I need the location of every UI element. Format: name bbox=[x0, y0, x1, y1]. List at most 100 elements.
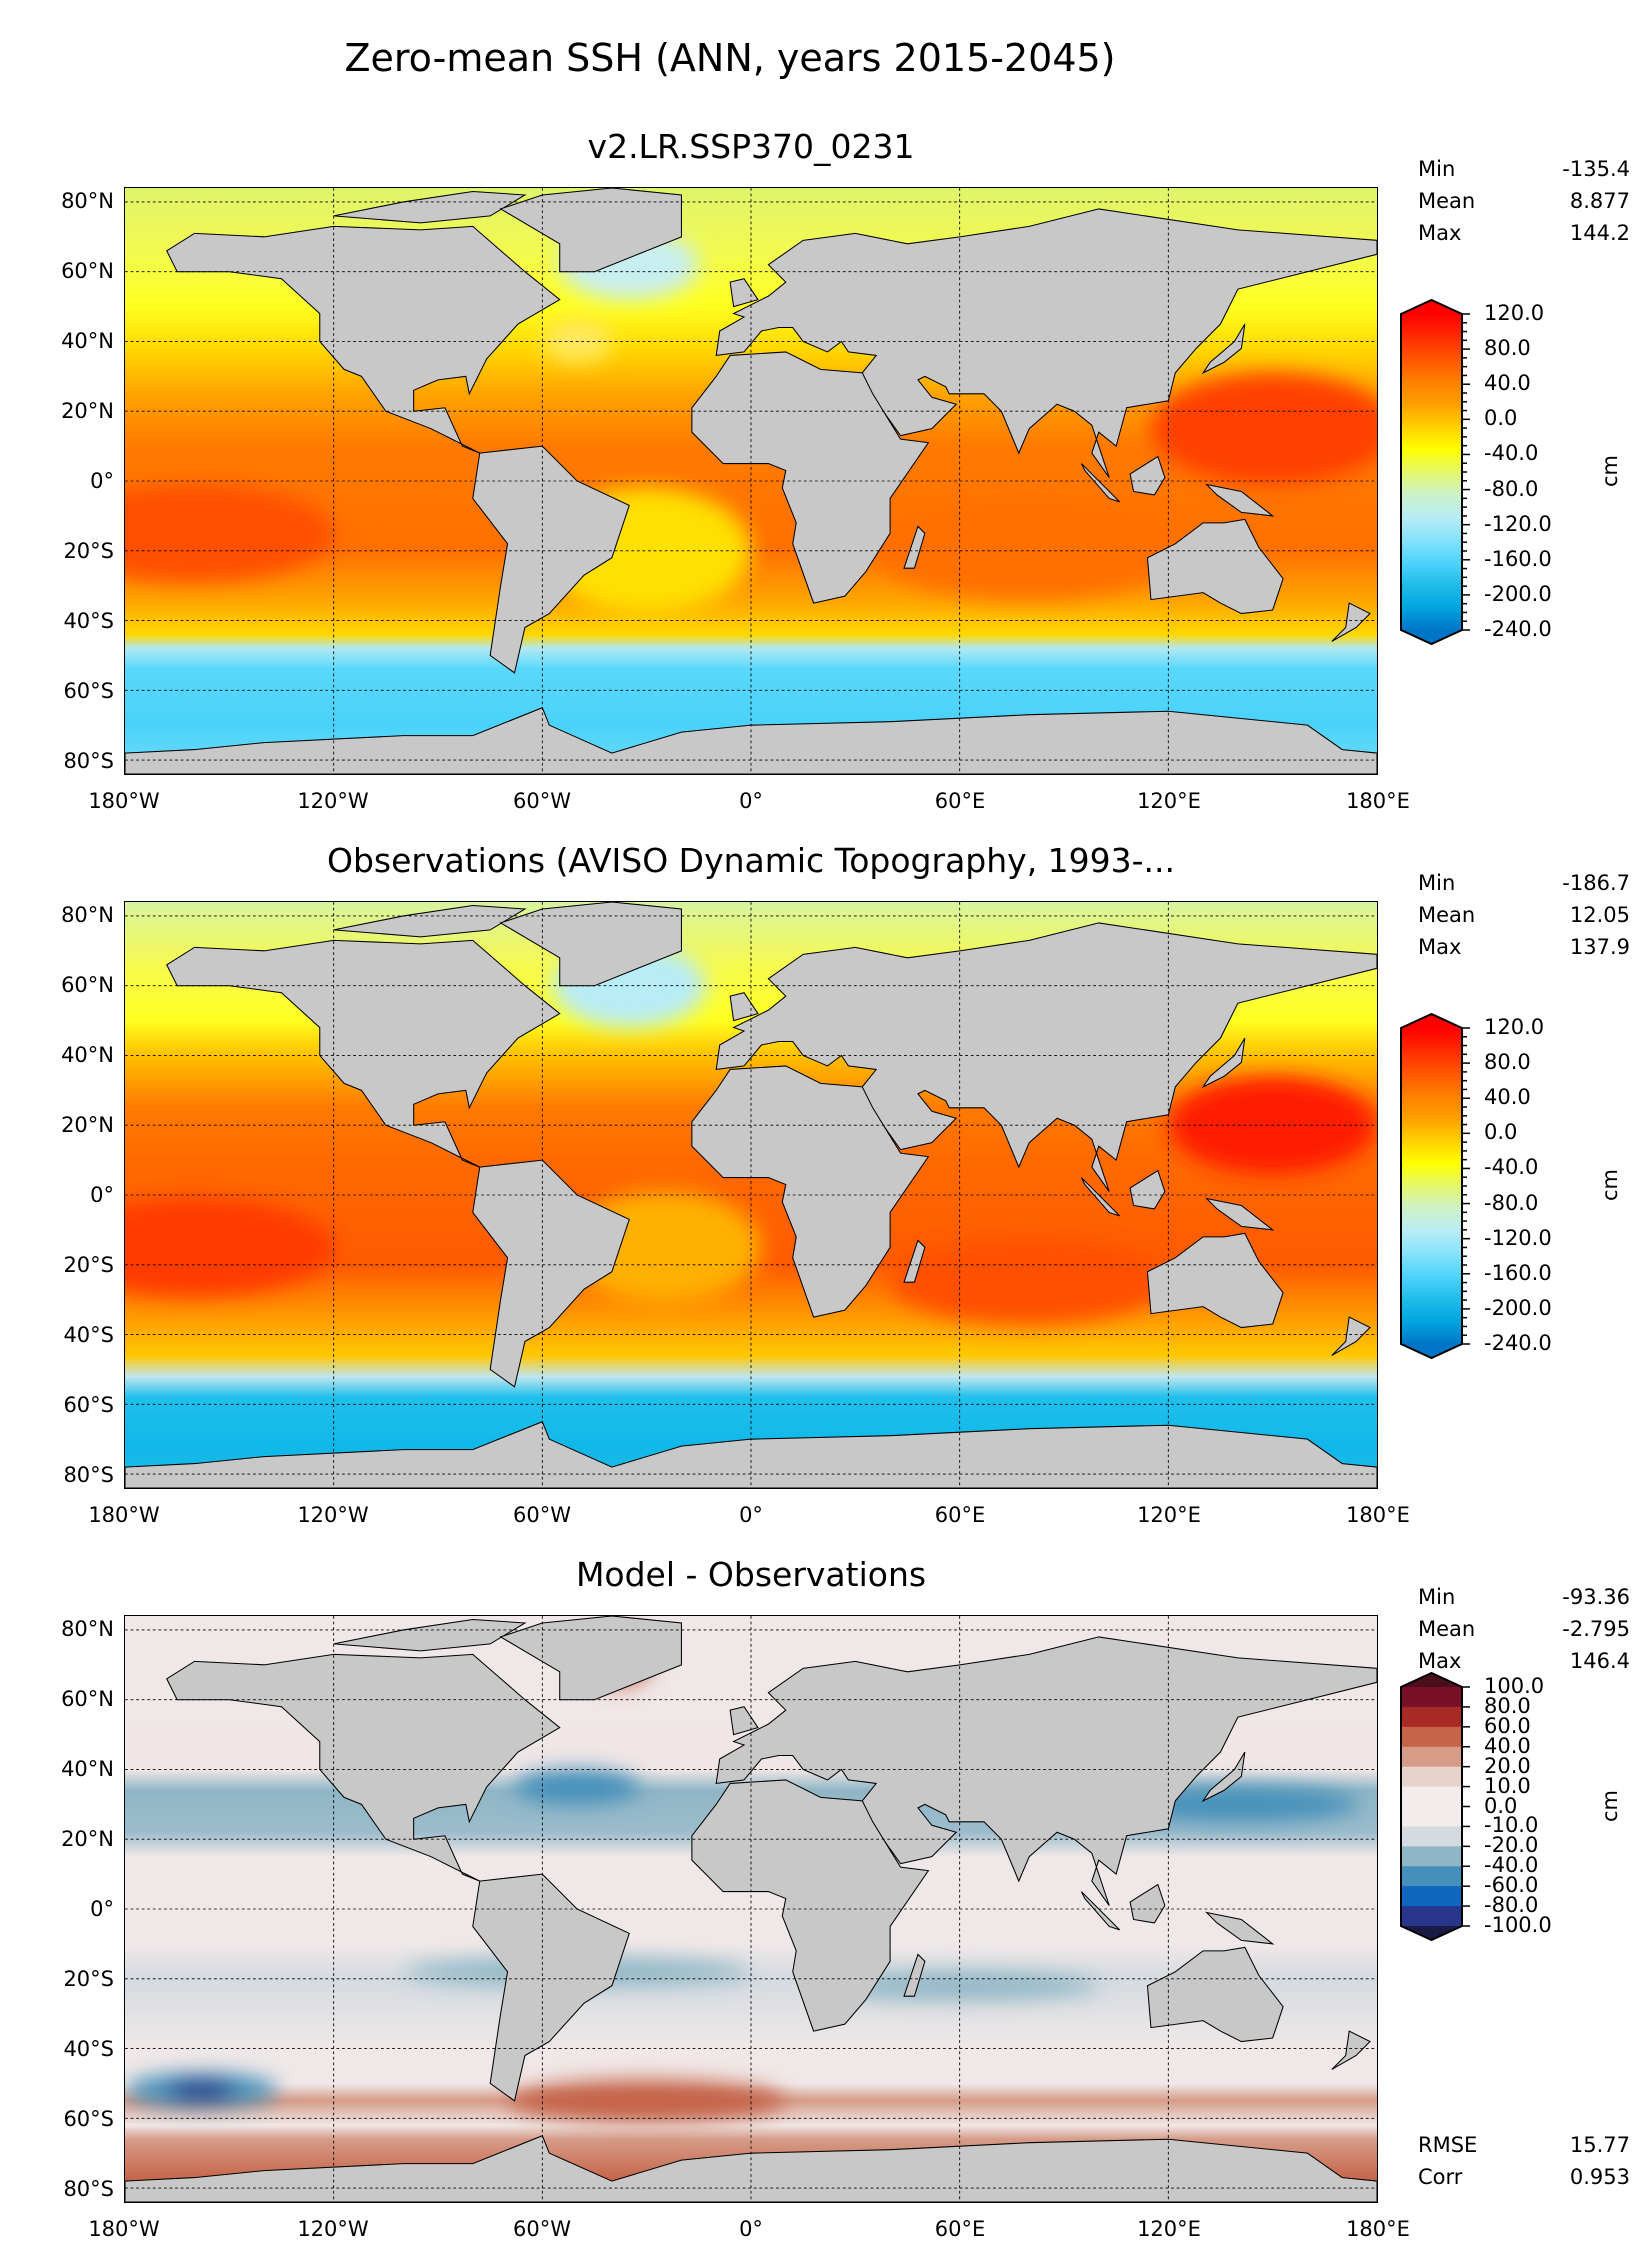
colorbar bbox=[1400, 1012, 1470, 1360]
lat-tick-label: 60°S bbox=[63, 679, 114, 703]
lon-tick-label: 120°W bbox=[297, 789, 369, 813]
lon-tick-label: 60°W bbox=[513, 1503, 571, 1527]
colorbar-tick-label: -120.0 bbox=[1484, 1225, 1552, 1250]
colorbar-units-label: cm bbox=[1598, 1789, 1623, 1822]
map-panel bbox=[55, 187, 1395, 775]
colorbar-extend-max bbox=[1401, 1014, 1462, 1028]
stat-label: Min bbox=[1418, 1585, 1456, 1609]
stat-label: Max bbox=[1418, 221, 1462, 245]
ssh-field-map bbox=[124, 1615, 1378, 2203]
lat-tick-label: 0° bbox=[90, 1897, 114, 1921]
field-anomaly bbox=[166, 2079, 237, 2101]
colorbar-tick-label: -240.0 bbox=[1484, 617, 1552, 641]
field-anomaly bbox=[507, 2079, 786, 2122]
lon-tick-label: 60°W bbox=[513, 789, 571, 813]
colorbar-outline bbox=[1400, 298, 1463, 646]
colorbar-band bbox=[1401, 1726, 1462, 1748]
field-anomaly bbox=[890, 1240, 1169, 1325]
colorbar-extend-min bbox=[1401, 1344, 1462, 1358]
land-greenland bbox=[499, 1615, 682, 1701]
stat-label: Max bbox=[1418, 1649, 1462, 1673]
colorbar-tick-label: -20.0 bbox=[1484, 1833, 1539, 1858]
panel-subtitle: Observations (AVISO Dynamic Topography, … bbox=[326, 841, 1176, 880]
land-sumatra bbox=[1080, 1891, 1121, 1931]
lat-tick-label: 20°N bbox=[61, 1827, 114, 1851]
land-namerica bbox=[166, 225, 561, 454]
lat-tick-label: 60°N bbox=[61, 973, 114, 997]
colorbar-tick-label: -60.0 bbox=[1484, 1873, 1539, 1898]
lat-tick-label: 0° bbox=[90, 1183, 114, 1207]
land-africa bbox=[691, 1065, 930, 1318]
land-namerica bbox=[166, 939, 561, 1168]
lon-tick-label: 120°E bbox=[1137, 1503, 1201, 1527]
lon-tick-label: 180°W bbox=[88, 789, 160, 813]
land-eurasia bbox=[715, 208, 1378, 478]
colorbar-extend-max bbox=[1401, 1673, 1462, 1687]
colorbar-tick-label: 120.0 bbox=[1484, 301, 1545, 325]
colorbar-extend-min bbox=[1401, 1926, 1462, 1940]
lon-tick-label: 180°E bbox=[1346, 2217, 1410, 2241]
lat-tick-label: 80°N bbox=[61, 903, 114, 927]
lon-tick-label: 60°W bbox=[513, 2217, 571, 2241]
colorbar-tick-label: -40.0 bbox=[1484, 441, 1539, 466]
colorbar-band bbox=[1401, 1846, 1462, 1867]
land-newguinea bbox=[1205, 1911, 1275, 1945]
colorbar-band bbox=[1401, 1826, 1462, 1847]
stat-value: 137.9 bbox=[1569, 935, 1630, 959]
lat-tick-label: 40°N bbox=[61, 329, 114, 353]
map-panel bbox=[55, 901, 1378, 1489]
colorbar-band bbox=[1401, 1706, 1462, 1728]
colorbar-tick-label: -200.0 bbox=[1484, 1295, 1552, 1320]
panel-subtitle: Model - Observations bbox=[575, 1555, 927, 1594]
lat-tick-label: 40°N bbox=[61, 1043, 114, 1067]
lat-tick-label: 40°S bbox=[63, 1323, 114, 1347]
stat-value: 8.877 bbox=[1569, 189, 1630, 213]
lon-tick-label: 180°E bbox=[1346, 1503, 1410, 1527]
colorbar-band bbox=[1401, 1746, 1462, 1768]
colorbar-tick-label: 10.0 bbox=[1484, 1773, 1531, 1798]
land-borneo bbox=[1129, 1169, 1166, 1210]
lat-tick-label: 80°N bbox=[61, 1617, 114, 1641]
colorbar-band bbox=[1401, 1906, 1462, 1927]
colorbar-tick-label: 20.0 bbox=[1484, 1753, 1531, 1778]
colorbar-tick-label: -40.0 bbox=[1484, 1853, 1539, 1878]
land-uk bbox=[729, 1706, 759, 1736]
lat-tick-label: 80°S bbox=[63, 749, 114, 773]
colorbar bbox=[1400, 298, 1470, 646]
stat-value: -186.7 bbox=[1562, 871, 1630, 895]
lon-tick-label: 120°E bbox=[1137, 789, 1201, 813]
lat-tick-label: 80°S bbox=[63, 2177, 114, 2201]
land-newguinea bbox=[1205, 483, 1275, 517]
land-japan bbox=[1201, 323, 1246, 375]
lat-tick-label: 60°N bbox=[61, 1687, 114, 1711]
colorbar-extend-min bbox=[1401, 630, 1462, 644]
land-japan bbox=[1201, 1751, 1246, 1803]
colorbar-tick-label: 60.0 bbox=[1484, 1713, 1531, 1738]
colorbar-band bbox=[1401, 1886, 1462, 1907]
stat-label: Mean bbox=[1418, 903, 1476, 927]
lat-tick-label: 40°S bbox=[63, 2037, 114, 2061]
map-panel bbox=[124, 1615, 1378, 2203]
lat-tick-label: 60°N bbox=[61, 259, 114, 283]
lon-tick-label: 0° bbox=[739, 2217, 763, 2241]
colorbar-tick-label: -10.0 bbox=[1484, 1813, 1539, 1838]
lon-tick-label: 60°E bbox=[934, 789, 986, 813]
land-borneo bbox=[1129, 1883, 1166, 1924]
colorbar-band bbox=[1401, 1866, 1462, 1887]
lat-tick-label: 20°S bbox=[63, 1253, 114, 1277]
stat-label: Max bbox=[1418, 935, 1462, 959]
colorbar-gradient bbox=[1401, 1028, 1462, 1344]
land-madagascar bbox=[903, 1239, 926, 1283]
lon-tick-label: 120°W bbox=[297, 1503, 369, 1527]
colorbar-tick-label: 0.0 bbox=[1484, 1793, 1518, 1818]
colorbar-band bbox=[1401, 1687, 1462, 1708]
land-greenland bbox=[499, 187, 682, 273]
colorbar bbox=[1400, 1671, 1470, 1942]
panel-subtitle: v2.LR.SSP370_0231 bbox=[587, 127, 915, 166]
land-nz bbox=[1331, 2030, 1371, 2070]
lat-tick-label: 0° bbox=[90, 469, 114, 493]
land-sumatra bbox=[1080, 463, 1121, 503]
colorbar-tick-label: -80.0 bbox=[1484, 1893, 1539, 1918]
field-anomaly bbox=[55, 1198, 334, 1297]
land-borneo bbox=[1129, 455, 1166, 496]
